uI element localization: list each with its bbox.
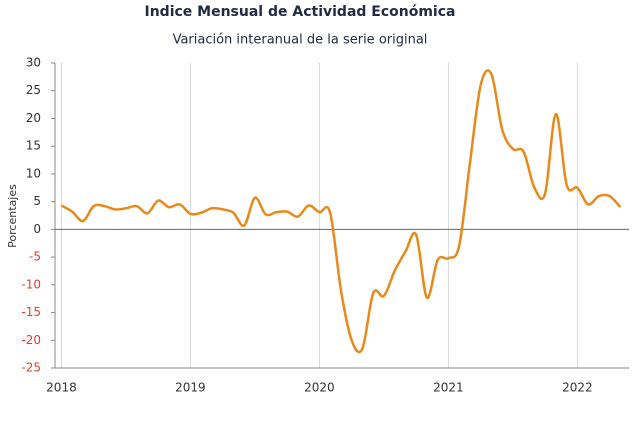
- chart-subtitle: Variación interanual de la serie origina…: [173, 33, 428, 48]
- x-tick-label: 2019: [175, 381, 206, 395]
- chart-title: Indice Mensual de Actividad Económica: [145, 4, 456, 20]
- x-tick-label: 2020: [304, 381, 335, 395]
- y-tick-label: 5: [33, 194, 41, 208]
- data-line: [60, 69, 622, 354]
- y-tick-label: 20: [26, 111, 41, 125]
- y-tick-label: -15: [21, 305, 41, 319]
- x-tick-label: 2021: [433, 381, 464, 395]
- y-tick-label: -25: [21, 361, 41, 375]
- y-tick-label: 0: [33, 222, 41, 236]
- y-tick-label: -5: [29, 250, 41, 264]
- y-tick-label: 25: [26, 83, 41, 97]
- y-tick-label: -20: [21, 333, 41, 347]
- y-tick-label: 10: [26, 166, 41, 180]
- y-axis-label: Porcentajes: [6, 184, 19, 248]
- y-tick-label: -10: [21, 277, 41, 291]
- y-tick-label: 15: [26, 139, 41, 153]
- x-tick-label: 2018: [46, 381, 77, 395]
- y-tick-label: 30: [26, 56, 41, 70]
- x-tick-label: 2022: [562, 381, 593, 395]
